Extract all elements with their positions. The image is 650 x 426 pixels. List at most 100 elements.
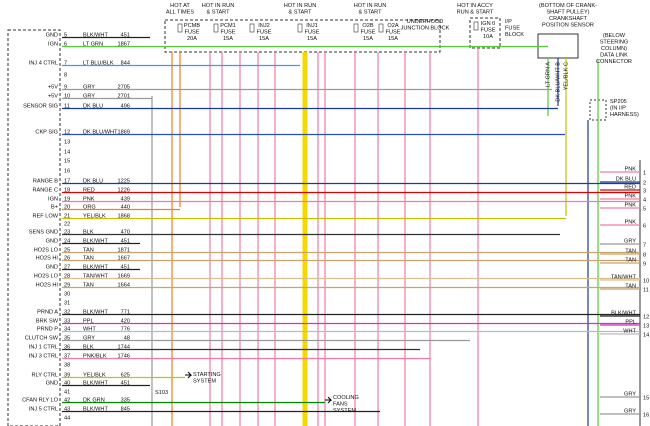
circuit-number: 1225 [118, 178, 130, 184]
text-line: FUSE [305, 30, 320, 36]
pin-function: CLUTCH SW [25, 335, 59, 341]
wire-number: 6 [643, 223, 646, 229]
pin-function: PRND P [37, 326, 58, 332]
text-line: O2B [362, 23, 373, 29]
wire-color: DK BLU [616, 176, 636, 182]
wire-color: TAN/WHT [611, 274, 637, 280]
wire-number: 9 [643, 261, 646, 267]
wire-color: BLK/WHT [611, 310, 636, 316]
pin-number: 23 [64, 229, 70, 235]
fuse-label: O2A FUSE 15A [386, 23, 401, 42]
text-line: COOLING [333, 395, 359, 401]
pin-number: 41 [64, 389, 70, 395]
circuit-number: 1744 [118, 344, 130, 350]
wire-color: TAN [83, 282, 94, 288]
text-line: S103 [155, 390, 168, 396]
text-line: SYSTEM [193, 379, 216, 385]
text-line: 15A [259, 36, 269, 42]
pin-number: 10 [64, 93, 70, 99]
circuit-number: 625 [121, 372, 130, 378]
pin-number: 17 [64, 178, 70, 184]
text-line: 20A [187, 36, 197, 42]
circuit-number: 1669 [118, 273, 130, 279]
text-line: BLOCK [505, 32, 524, 38]
text-line: HOT IN RUN [284, 3, 317, 9]
circuit-number: 451 [121, 32, 130, 38]
circuit-number: 1869 [118, 129, 130, 135]
pin-number: 33 [64, 318, 70, 324]
power-header: HOT IN RUN & START [284, 3, 317, 16]
pin-function: SENSOR SIG [23, 103, 58, 109]
fuse-symbol [353, 23, 359, 33]
text-line: UNDERHOOD [407, 19, 444, 25]
fuse-symbol [297, 23, 303, 33]
text-line: PCMB [184, 23, 200, 29]
pin-function: RLY CTRL [31, 372, 58, 378]
pin-number: 31 [64, 300, 70, 306]
pin-number: 35 [64, 335, 70, 341]
pin-number: 25 [64, 247, 70, 253]
text-line: HOT IN RUN [202, 3, 235, 9]
text-line: FUSE [386, 30, 401, 36]
circuit-number: 1868 [118, 213, 130, 219]
circuit-number: 1871 [118, 247, 130, 253]
text-line: STARTING [193, 372, 221, 378]
wire-color: TAN [83, 247, 94, 253]
wire-color: BLK [83, 229, 94, 235]
wire-color: BLK/WHT [83, 238, 108, 244]
wire-color: GRY [624, 408, 636, 414]
wire-number: 3 [643, 188, 646, 194]
wire-number: 16 [643, 412, 649, 418]
circuit-number: 1664 [118, 282, 130, 288]
text-line: FUSE [257, 30, 272, 36]
text-line: CRANKSHAFT [549, 16, 587, 22]
pin-number: 12 [64, 129, 70, 135]
circuit-number: 439 [121, 196, 130, 202]
text-line: STEERING [600, 40, 629, 46]
pin-number: 30 [64, 291, 70, 297]
text-line: HOT AT [170, 3, 190, 9]
pin-function: RANGE C [33, 187, 59, 193]
pin-number: 42 [64, 397, 70, 403]
wire-color: DK GRN [83, 397, 105, 403]
component-label: S103 [155, 390, 168, 396]
text-line: (IN I/P [610, 106, 626, 112]
pcm-box [7, 29, 61, 426]
pin-number: 9 [64, 84, 67, 90]
wire-color: YEL/BLK [83, 213, 106, 219]
text-line: COLUMN) [601, 46, 627, 52]
text-line: SYSTEM [333, 408, 356, 414]
wire-color: GRY [83, 335, 95, 341]
pin-number: 28 [64, 273, 70, 279]
fuse-label: PCMB FUSE 20A [184, 23, 200, 42]
pin-number: 32 [64, 309, 70, 315]
power-header: HOT IN RUN & START [354, 3, 387, 16]
text-line: FUSE [185, 30, 200, 36]
pin-function: REF LOW [33, 213, 59, 219]
pin-number: 14 [64, 149, 70, 155]
wire-color: DK BLU [83, 178, 103, 184]
text-line: 15A [388, 36, 398, 42]
circuit-number: 2705 [118, 84, 130, 90]
pin-number: 20 [64, 204, 70, 210]
wire-color: LT BLU/BLK [83, 60, 114, 66]
wire-color: PPL [83, 318, 94, 324]
wire-number: 5 [643, 206, 646, 212]
wire-color: TAN [625, 257, 636, 263]
pin-function: +5V [48, 93, 58, 99]
pin-number: 19 [64, 196, 70, 202]
power-header: HOT IN RUN & START [202, 3, 235, 16]
fuse-symbol [213, 23, 219, 33]
pin-number: 24 [64, 238, 70, 244]
pin-function: HO2S HI [36, 255, 59, 261]
sensor-pin: DK BLU/WHT B [555, 62, 561, 102]
pin-function: INJ 5 CTRL [29, 406, 58, 412]
text-line: FUSE [221, 30, 236, 36]
vertical-wires [151, 48, 641, 426]
text-line: 15A [363, 36, 373, 42]
pin-function: GND [46, 32, 58, 38]
text-line: & START [358, 10, 382, 16]
component-label: STARTING SYSTEM [193, 372, 221, 385]
pin-number: 43 [64, 406, 70, 412]
